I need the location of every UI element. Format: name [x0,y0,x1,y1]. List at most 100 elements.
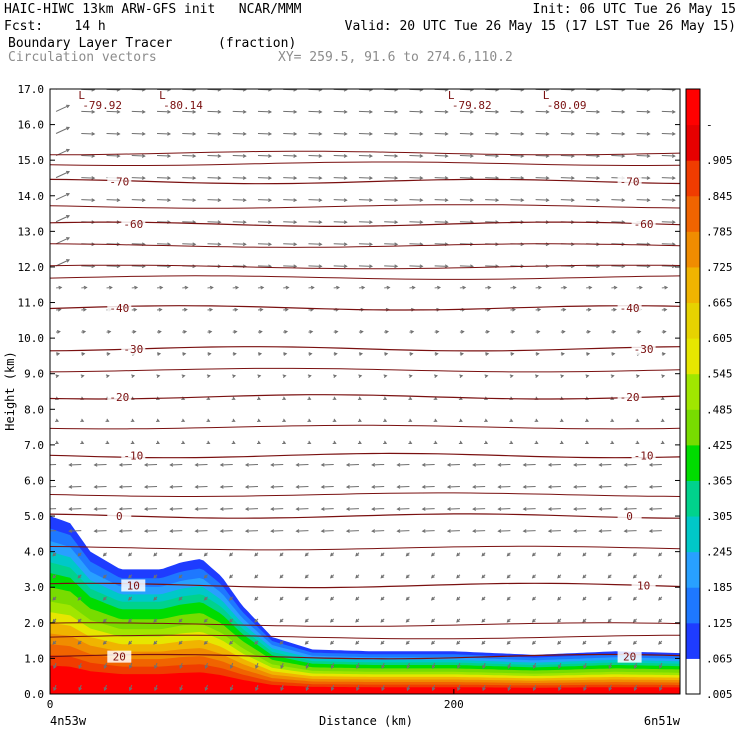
vector-arrowhead [183,330,188,334]
contour-line [50,653,680,660]
vector-arrowhead [522,529,527,533]
vector-arrowhead [607,596,612,601]
vector-arrowhead [446,462,451,467]
vector-arrow [245,530,259,532]
vector-arrowhead [557,640,561,645]
vector-arrowhead [671,220,676,225]
vector-arrowhead [178,574,183,579]
vector-arrowhead [671,132,676,136]
vector-arrow [611,199,625,201]
vector-arrowhead [633,665,638,670]
vector-arrowhead [105,374,110,379]
vector-arrowhead [621,154,626,158]
vector-arrowhead [343,109,348,114]
vector-arrowhead [586,352,591,356]
vector-arrow [624,530,637,532]
vector-arrowhead [55,440,59,444]
vector-arrow [560,110,574,113]
vector-arrowhead [596,132,601,136]
vector-arrow [94,486,107,488]
vector-arrowhead [108,285,113,290]
vector-arrowhead [383,396,388,400]
vector-arrowhead [44,530,47,533]
vector-arrow [459,155,473,157]
vector-arrowhead [93,462,98,467]
vector-arrowhead [293,89,298,92]
vector-arrowhead [481,618,486,623]
contour-label-bg [631,342,656,355]
vector-arrow [422,508,435,510]
vector-arrowhead [469,154,474,158]
vector-arrowhead [582,552,587,557]
vector-arrowhead [585,418,590,422]
vector-arrowhead [66,126,71,131]
vector-arrowhead [318,242,323,247]
vector-arrowhead [279,640,284,645]
vector-arrowhead [231,418,236,422]
vector-arrowhead [209,285,214,290]
vector-arrowhead [118,507,123,511]
vector-arrow [447,463,460,466]
vector-arrowhead [658,596,662,601]
colorbar-label: .725 [706,261,733,274]
vector-arrowhead [419,220,424,225]
vector-arrow [296,508,309,510]
x-tick-label: 0 [47,698,54,711]
vector-arrowhead [658,574,662,579]
vector-arrowhead [167,176,172,180]
vector-arrowhead [128,640,132,645]
vector-arrowhead [91,176,96,180]
vector-arrow [245,508,259,510]
vector-arrowhead [116,109,121,114]
vector-arrowhead [235,285,240,290]
vector-arrowhead [658,687,663,692]
vector-arrowhead [82,330,87,334]
vector-arrowhead [394,132,399,136]
colorbar-label: .665 [706,297,733,310]
vector-arrowhead [304,552,309,557]
vector-arrowhead [369,132,373,136]
x-tick-label: 200 [444,698,464,711]
vector-arrowhead [66,215,71,219]
vector-arrowhead [304,574,309,579]
vector-arrow [182,243,196,245]
vector-arrow [661,221,675,223]
vector-arrowhead [585,440,590,444]
vector-arrowhead [153,596,158,601]
plot-frame [49,88,681,695]
vector-arrow [358,243,372,245]
vector-arrowhead [203,552,208,557]
vector-arrow [207,132,221,135]
vector-arrowhead [56,352,61,356]
colorbar-swatch [686,302,700,339]
vector-arrowhead [178,552,183,557]
vector-arrow [459,132,473,135]
vector-arrowhead [520,89,525,92]
colorbar-swatch [686,266,700,304]
vector-arrow [661,265,675,267]
vector-arrow [574,486,587,488]
vector-arrowhead [658,665,663,670]
vector-arrow [157,221,171,223]
vector-arrow [459,177,473,179]
vector-arrowhead [671,176,676,180]
vector-arrowhead [557,596,561,601]
vector-arrow [346,530,359,532]
vector-arrowhead [103,665,108,670]
vector-arrow [170,508,183,510]
isotherm-line [50,545,680,551]
vector-arrowhead [535,352,540,356]
vector-arrowhead [613,285,618,290]
vector-arrowhead [178,640,183,645]
vector-arrow [144,463,158,466]
isotherm-line [50,634,680,640]
vector-arrowhead [537,285,542,290]
vector-arrowhead [167,154,172,158]
vector-arrow [586,265,600,267]
vector-arrowhead [82,307,87,312]
isotherm-line [50,204,680,209]
vector-arrowhead [459,374,464,379]
vector-arrowhead [102,640,107,645]
vector-arrowhead [469,132,474,136]
vector-arrowhead [497,507,502,511]
